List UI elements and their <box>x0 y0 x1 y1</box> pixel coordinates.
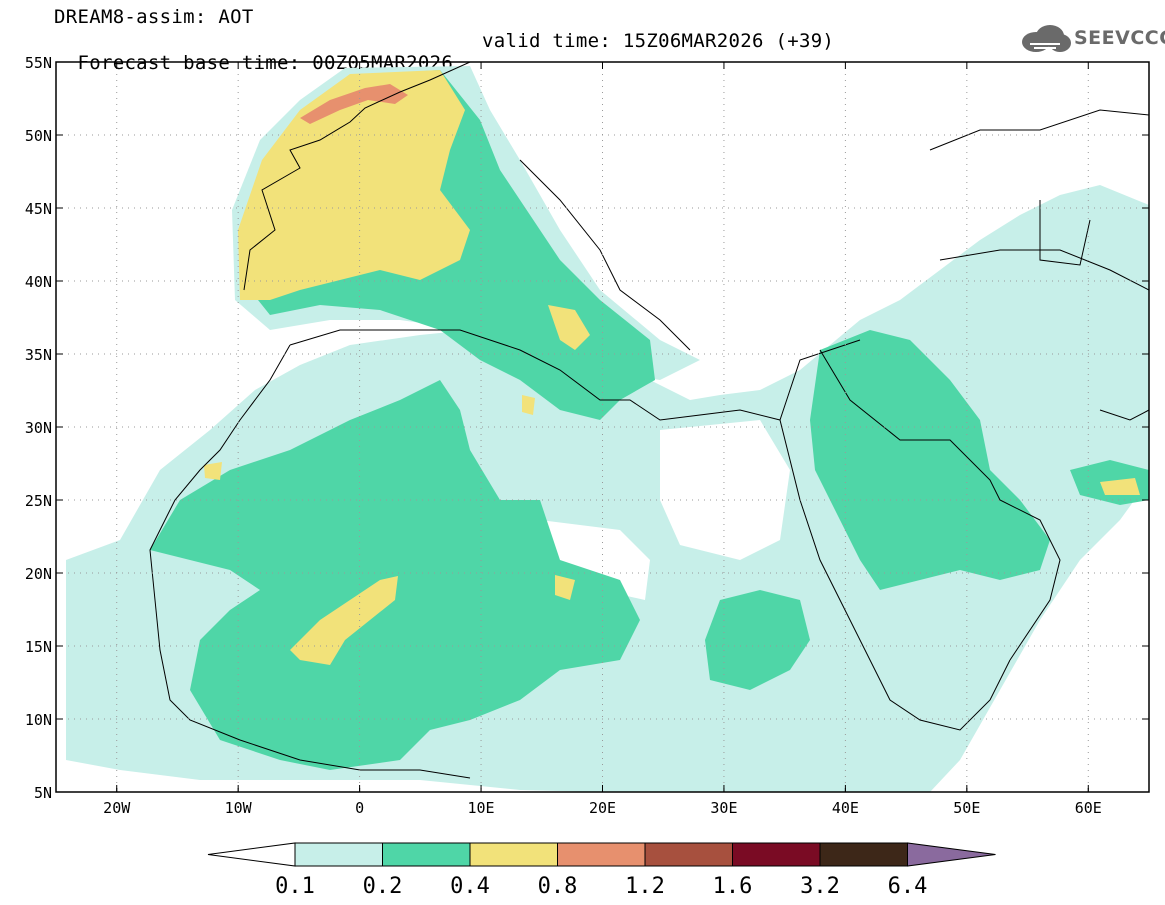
aot-contour-0.2-arabia <box>810 330 1050 590</box>
aot-contour-0.4-italy <box>548 305 590 350</box>
map-title: DREAM8-assim: AOT <box>54 6 254 28</box>
lat-label: 25N <box>25 492 52 510</box>
lon-label: 0 <box>355 799 364 817</box>
colorbar-label: 0.4 <box>450 874 490 899</box>
lat-label: 40N <box>25 273 52 291</box>
lat-label: 10N <box>25 711 52 729</box>
colorbar-labels: 0.1 0.2 0.4 0.8 1.2 1.6 3.2 6.4 <box>275 874 927 899</box>
logo-text: SEEVCCC <box>1074 27 1165 49</box>
colorbar-high-arrow <box>907 842 996 867</box>
colorbar-label: 3.2 <box>800 874 840 899</box>
colorbar <box>207 842 996 867</box>
colorbar-label: 1.2 <box>625 874 665 899</box>
aot-contour-0.4-europe <box>238 70 470 300</box>
colorbar-label: 6.4 <box>888 874 928 899</box>
graticule <box>56 62 1149 792</box>
colorbar-segment <box>294 842 383 867</box>
lat-label: 55N <box>25 54 52 72</box>
aot-contour-0.2-sudan <box>705 590 810 690</box>
lat-label: 45N <box>25 200 52 218</box>
lon-label: 60E <box>1075 799 1102 817</box>
lon-label: 10E <box>468 799 495 817</box>
colorbar-low-arrow <box>207 842 296 867</box>
coastlines <box>149 62 1149 779</box>
lat-label: 5N <box>34 784 52 802</box>
longitude-labels: 20W 10W 0 10E 20E 30E 40E 50E 60E <box>103 62 1102 817</box>
colorbar-segment <box>732 842 821 867</box>
lon-label: 50E <box>953 799 980 817</box>
cloud-icon <box>1022 25 1071 52</box>
colorbar-label: 0.8 <box>538 874 578 899</box>
lat-label: 50N <box>25 127 52 145</box>
colorbar-segment <box>819 842 908 867</box>
colorbar-segment <box>557 842 646 867</box>
colorbar-segment <box>644 842 733 867</box>
colorbar-segment <box>382 842 471 867</box>
lon-label: 20W <box>103 799 131 817</box>
colorbar-label: 0.1 <box>275 874 315 899</box>
aot-contour-0.2-sahara <box>150 380 640 770</box>
lat-label: 15N <box>25 638 52 656</box>
lon-label: 40E <box>832 799 859 817</box>
lon-label: 10W <box>225 799 253 817</box>
colorbar-label: 1.6 <box>713 874 753 899</box>
aot-field <box>66 66 1149 792</box>
lon-label: 30E <box>710 799 737 817</box>
lat-label: 20N <box>25 565 52 583</box>
aot-contour-0.4-sahel <box>290 576 398 665</box>
lat-label: 30N <box>25 419 52 437</box>
lat-label: 35N <box>25 346 52 364</box>
seevccc-logo: SEEVCCC <box>1018 24 1165 54</box>
colorbar-label: 0.2 <box>363 874 403 899</box>
colorbar-segment <box>469 842 558 867</box>
valid-time: valid time: 15Z06MAR2026 (+39) <box>482 30 835 52</box>
latitude-labels: 55N 50N 45N 40N 35N 30N 25N 20N 15N 10N 5N <box>25 54 1149 802</box>
aot-contour-0.8 <box>300 84 408 124</box>
lon-label: 20E <box>589 799 616 817</box>
